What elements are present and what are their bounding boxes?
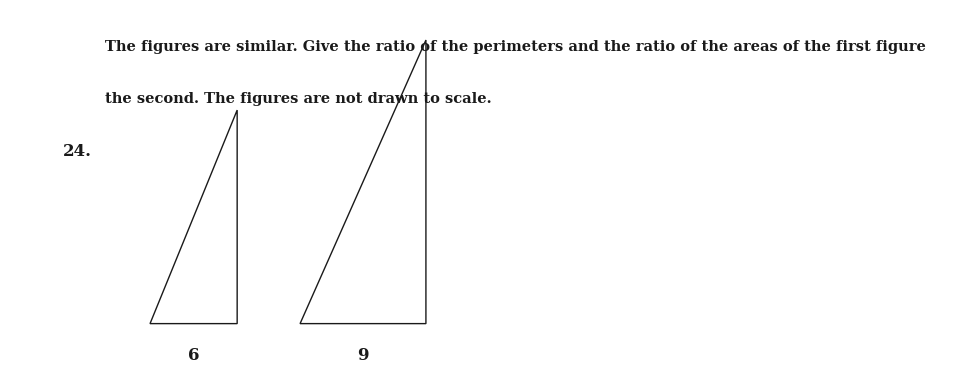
Text: 6: 6 [188, 347, 199, 364]
Text: The figures are similar. Give the ratio of the perimeters and the ratio of the a: The figures are similar. Give the ratio … [105, 40, 925, 54]
Text: the second. The figures are not drawn to scale.: the second. The figures are not drawn to… [105, 92, 491, 106]
Text: 24.: 24. [63, 143, 92, 160]
Text: 9: 9 [357, 347, 369, 364]
